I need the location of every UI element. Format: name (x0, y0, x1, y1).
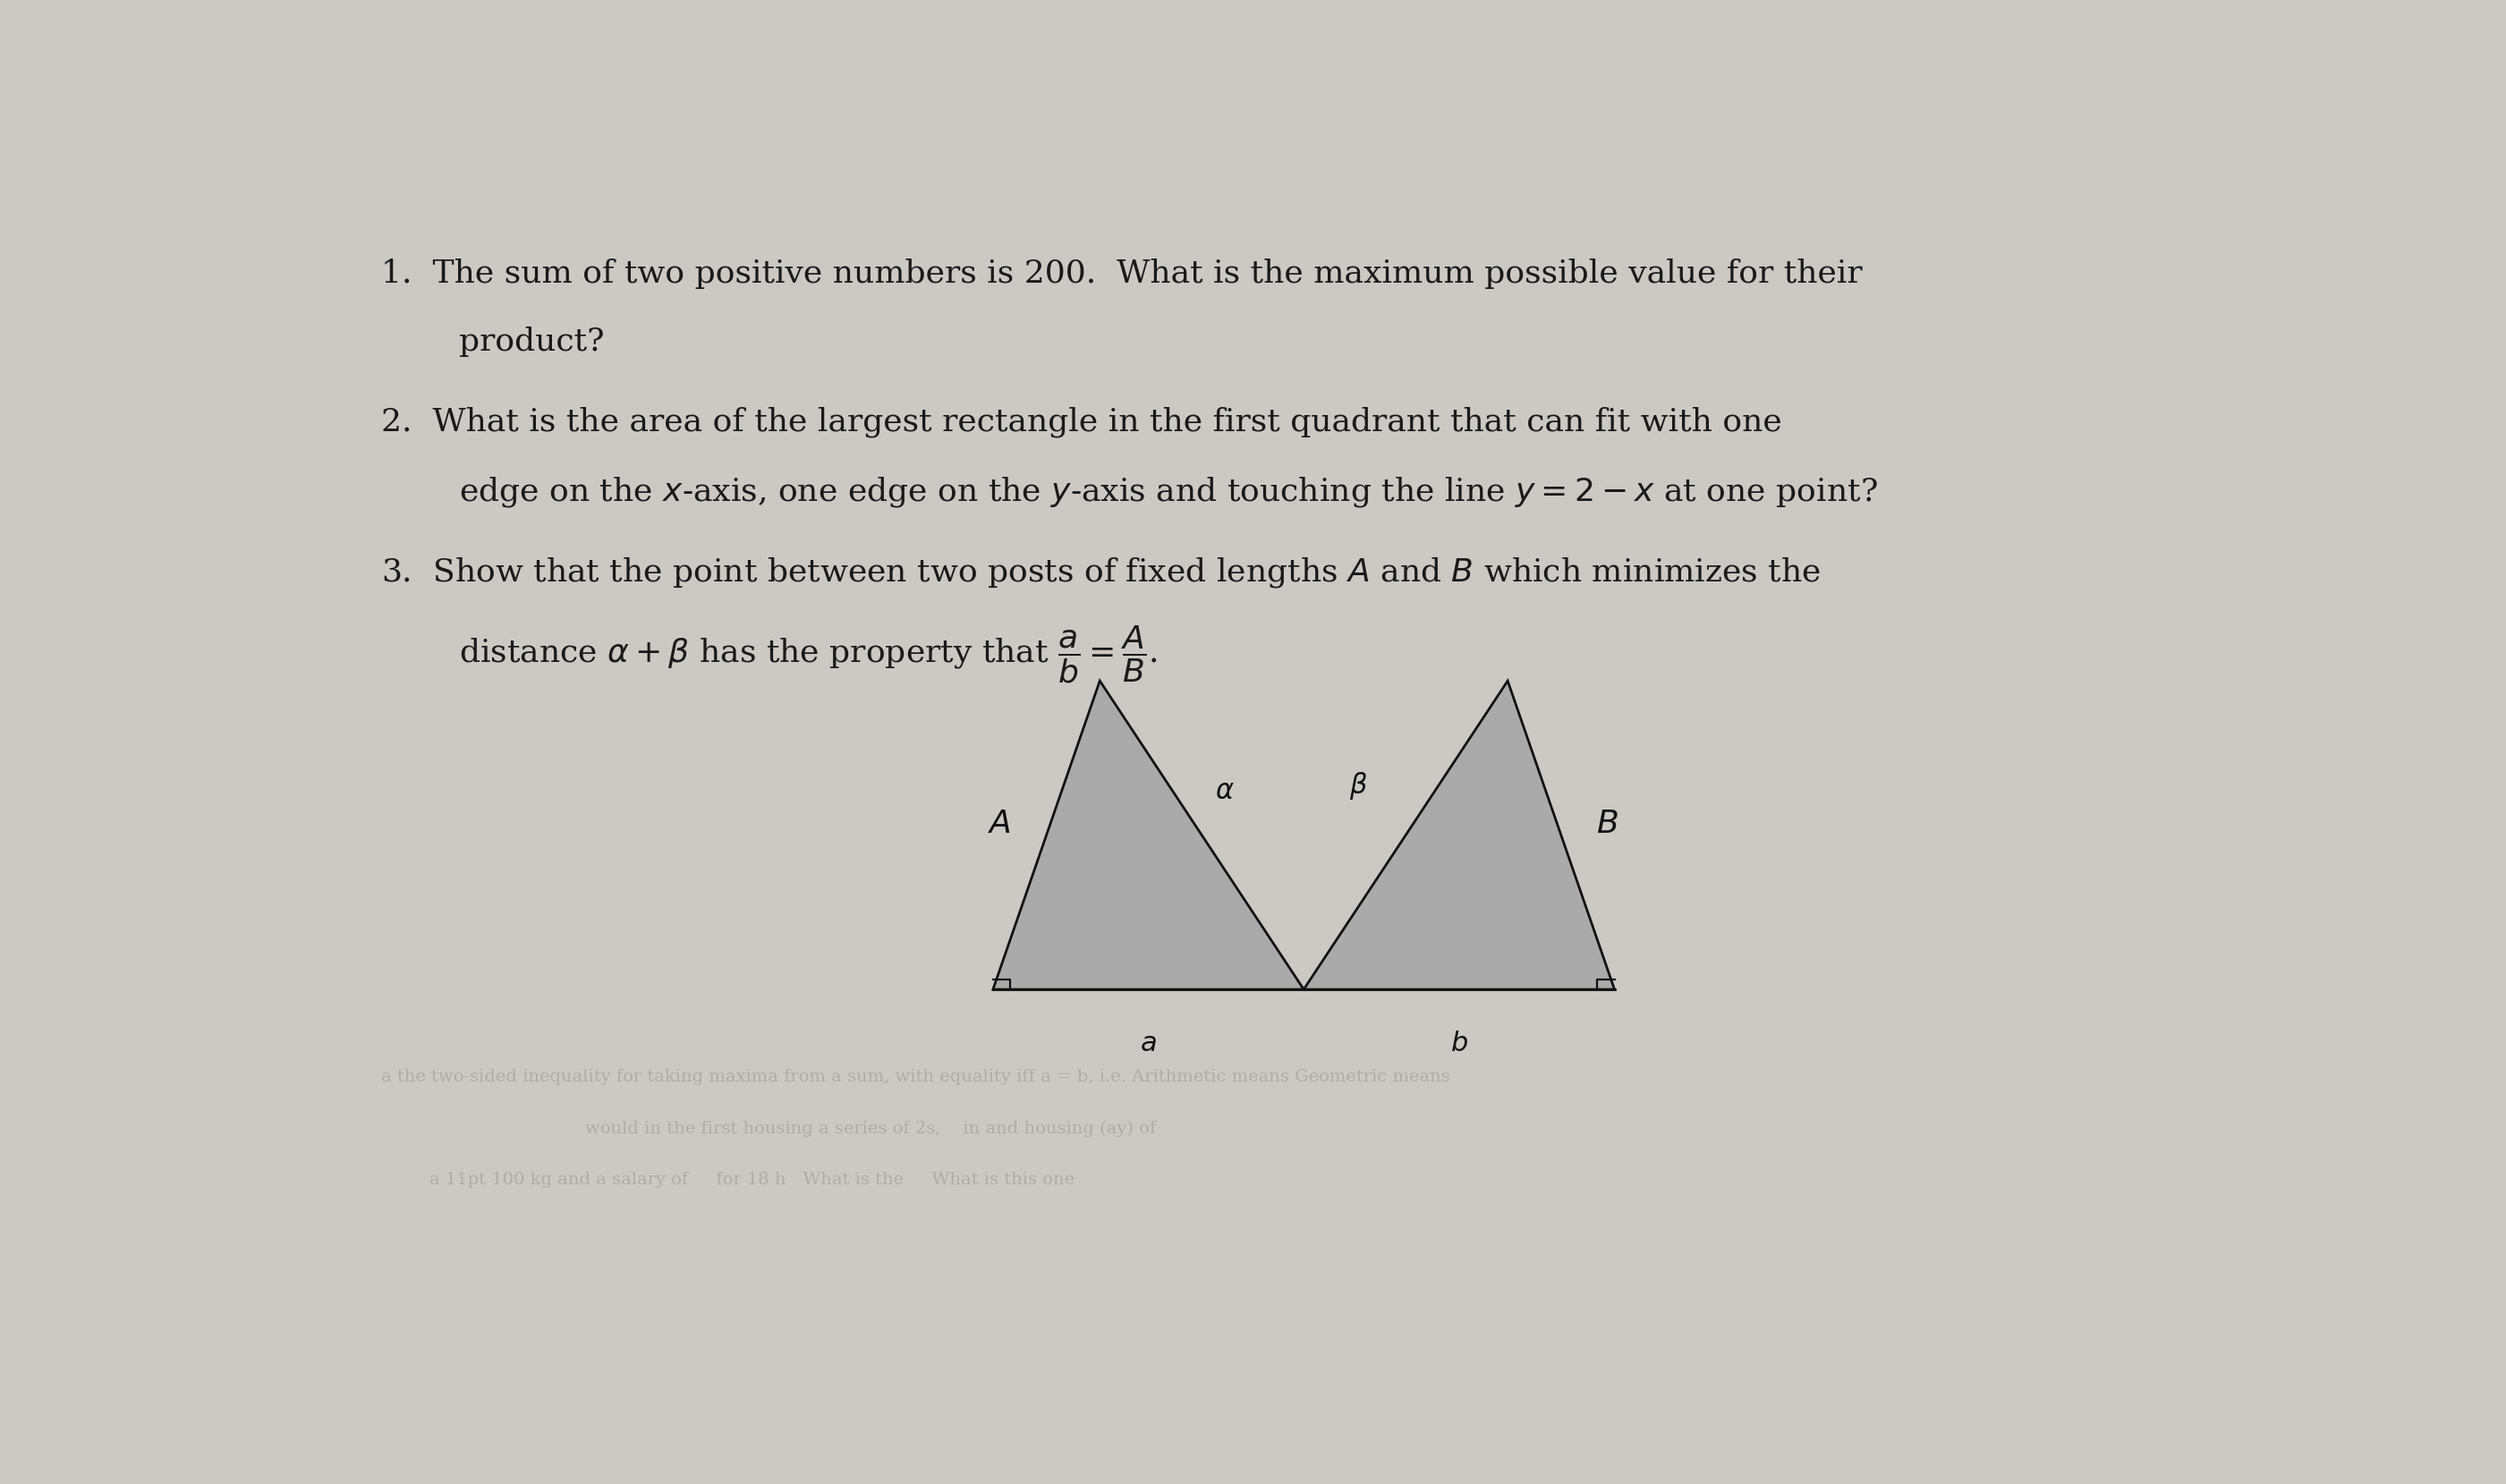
Text: product?: product? (459, 326, 604, 358)
Text: $B$: $B$ (1596, 809, 1619, 838)
Text: $\alpha$: $\alpha$ (1215, 778, 1235, 804)
Text: would in the first housing a series of 2s,    in and housing (ay) of: would in the first housing a series of 2… (586, 1120, 1155, 1137)
Text: $b$: $b$ (1451, 1030, 1469, 1057)
Text: 3.  Show that the point between two posts of fixed lengths $A$ and $B$ which min: 3. Show that the point between two posts… (381, 555, 1822, 589)
Text: $A$: $A$ (987, 809, 1012, 838)
Text: 2.  What is the area of the largest rectangle in the first quadrant that can fit: 2. What is the area of the largest recta… (381, 407, 1782, 438)
Polygon shape (992, 681, 1303, 990)
Text: $a$: $a$ (1140, 1030, 1158, 1057)
Text: 1.  The sum of two positive numbers is 200.  What is the maximum possible value : 1. The sum of two positive numbers is 20… (381, 258, 1862, 288)
Text: a the two-sided inequality for taking maxima from a sum, with equality iff a = b: a the two-sided inequality for taking ma… (381, 1070, 1451, 1085)
Text: a 11pt 100 kg and a salary of     for 18 h   What is the     What is this one: a 11pt 100 kg and a salary of for 18 h W… (431, 1172, 1075, 1189)
Polygon shape (1303, 681, 1614, 990)
Text: $\beta$: $\beta$ (1348, 770, 1368, 801)
Text: distance $\alpha + \beta$ has the property that $\dfrac{a}{b} = \dfrac{A}{B}$.: distance $\alpha + \beta$ has the proper… (459, 623, 1158, 684)
Text: edge on the $x$-axis, one edge on the $y$-axis and touching the line $y = 2-x$ a: edge on the $x$-axis, one edge on the $y… (459, 475, 1877, 509)
